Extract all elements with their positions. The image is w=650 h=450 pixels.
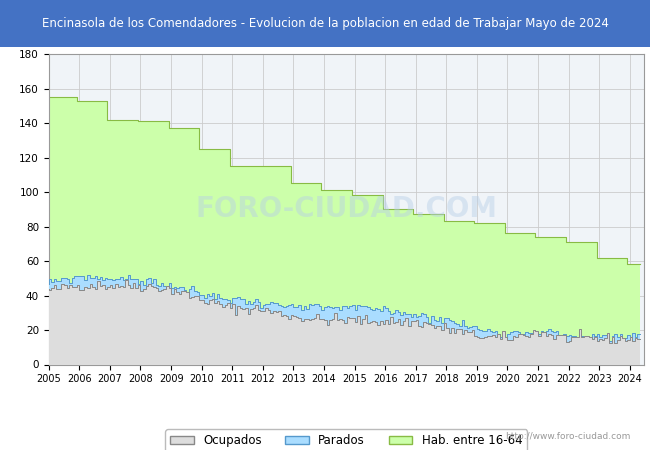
Text: FORO-CIUDAD.COM: FORO-CIUDAD.COM <box>195 195 497 223</box>
Text: http://www.foro-ciudad.com: http://www.foro-ciudad.com <box>505 432 630 441</box>
Text: Encinasola de los Comendadores - Evolucion de la poblacion en edad de Trabajar M: Encinasola de los Comendadores - Evoluci… <box>42 17 608 30</box>
Legend: Ocupados, Parados, Hab. entre 16-64: Ocupados, Parados, Hab. entre 16-64 <box>165 429 527 450</box>
